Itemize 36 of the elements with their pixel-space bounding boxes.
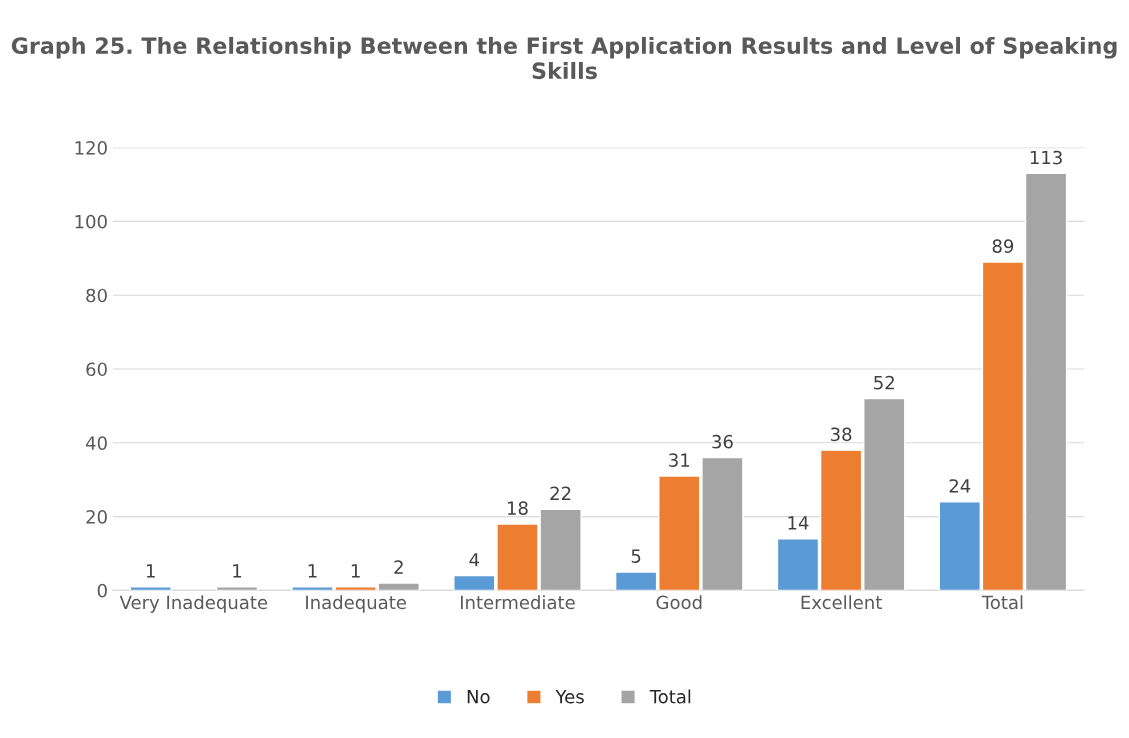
x-tick-label: Inadequate	[306, 595, 406, 613]
data-label: 113	[1030, 150, 1062, 165]
x-tick-label: Intermediate	[460, 595, 575, 610]
x-tick-label: Good	[656, 595, 702, 610]
data-label: 1	[308, 564, 317, 578]
data-label: 1	[351, 564, 360, 578]
data-label: 14	[788, 516, 809, 530]
data-label: 38	[830, 427, 852, 442]
y-tick-label: 120	[75, 141, 107, 155]
data-label: 1	[146, 564, 155, 578]
data-label: 22	[550, 486, 571, 500]
data-label: 52	[874, 375, 894, 390]
chart-title: Graph 25. The Relationship Between the First Application Results and Level of Speaking Skills	[11, 36, 1117, 80]
legend-label: Total	[649, 689, 691, 704]
x-tick-label: Excellent	[801, 595, 882, 610]
bar	[129, 586, 172, 591]
legend-label: Yes	[555, 690, 584, 704]
y-tick-label: 100	[75, 214, 107, 229]
y-tick-label: 80	[86, 288, 107, 303]
data-label: 5	[631, 549, 641, 563]
y-tick-label: 20	[86, 510, 107, 524]
x-tick-label: Total	[981, 595, 1023, 610]
y-tick-label: 60	[86, 362, 107, 377]
data-label: 18	[507, 501, 528, 515]
data-label: 2	[394, 560, 403, 574]
bar	[215, 586, 259, 591]
data-label: 4	[469, 553, 480, 567]
data-label: 24	[949, 479, 971, 493]
y-tick-label: 0	[97, 583, 107, 598]
data-label: 36	[712, 434, 733, 449]
data-label: 89	[992, 239, 1014, 253]
legend-label: No	[467, 690, 490, 704]
y-tick-label: 40	[85, 436, 107, 450]
data-label: 1	[233, 564, 242, 578]
x-tick-label: Very Inadequate	[119, 595, 268, 613]
data-label: 31	[669, 453, 690, 467]
